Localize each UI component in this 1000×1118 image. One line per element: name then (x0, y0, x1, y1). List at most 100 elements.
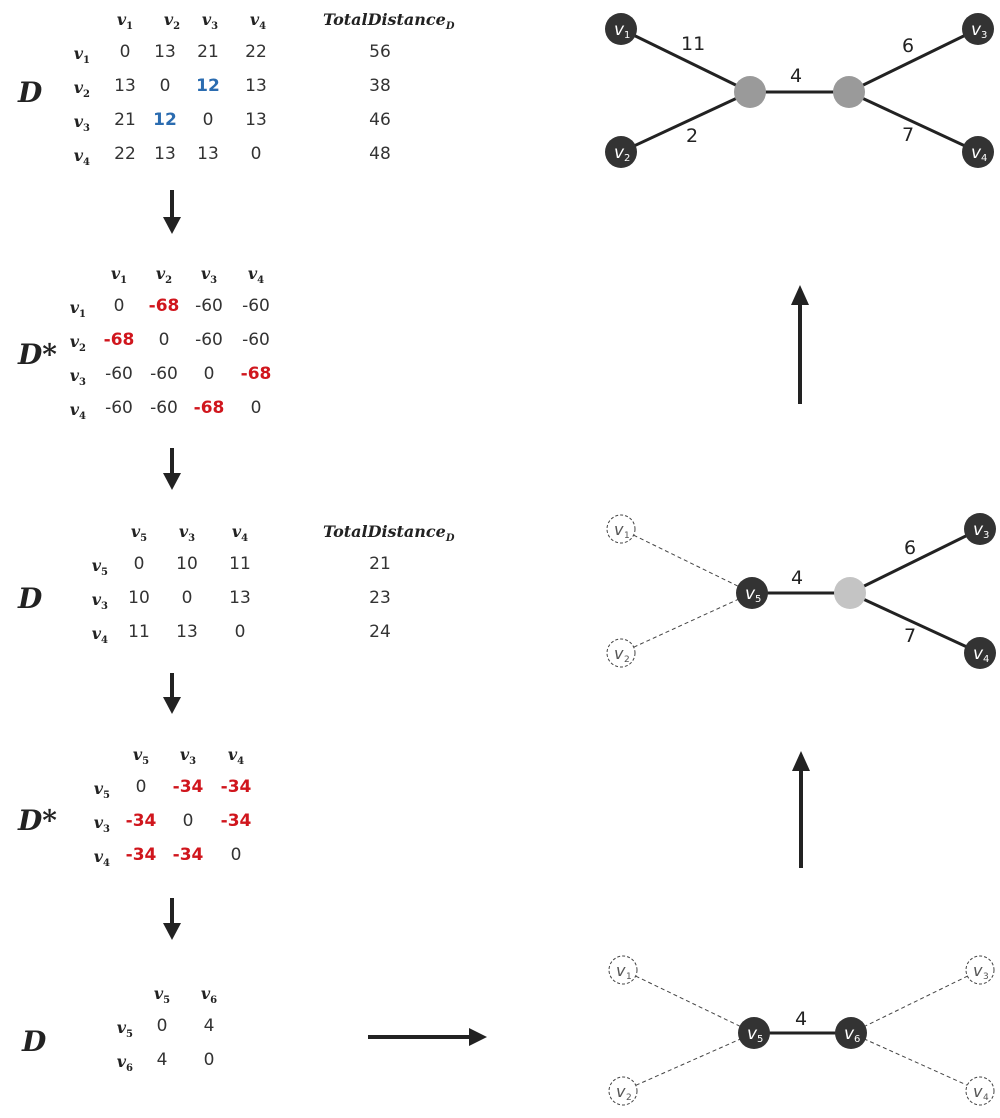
col-header: v5 (153, 984, 171, 1007)
row-header: v4 (73, 146, 90, 169)
svg-text:v: v (616, 961, 626, 980)
matrix-cell: 13 (229, 588, 251, 608)
total-distance-value: 38 (369, 76, 391, 96)
up-arrow-1 (791, 285, 809, 404)
row-header: v3 (73, 112, 90, 135)
matrix-cell: 0 (250, 398, 262, 418)
svg-text:5: 5 (757, 1034, 763, 1045)
matrix-cell: 0 (230, 845, 242, 865)
matrix-cell-min: 12 (153, 110, 177, 130)
matrix-cell-min: -34 (220, 777, 252, 797)
row-header: v1 (73, 44, 90, 67)
total-distance-value: 56 (369, 42, 391, 62)
col-header: v4 (247, 264, 265, 287)
row-header: v5 (93, 779, 110, 802)
matrix-cell-min: -68 (193, 398, 225, 418)
matrix-cell: 0 (159, 76, 171, 96)
edge-weight: 7 (902, 124, 914, 146)
down-arrow-4 (163, 898, 181, 940)
svg-text:3: 3 (983, 972, 989, 982)
svg-text:1: 1 (624, 30, 630, 41)
matrix-cell-min: -34 (220, 811, 252, 831)
matrix-label-dstar-1: D* (18, 338, 57, 371)
matrix-cell: 0 (135, 777, 147, 797)
matrix-cell: 0 (119, 42, 131, 62)
col-header: v3 (201, 10, 219, 33)
matrix-cell: 10 (128, 588, 150, 608)
matrix-cell: -60 (105, 398, 133, 418)
svg-text:v: v (616, 1082, 626, 1101)
row-header: v3 (93, 813, 110, 836)
matrix-cell-min: -34 (125, 845, 157, 865)
matrix-cell: 11 (229, 554, 251, 574)
col-header: v3 (179, 745, 197, 768)
matrix-cell: 0 (250, 144, 262, 164)
row-header: v5 (116, 1018, 133, 1041)
matrix-cell: 11 (128, 622, 150, 642)
svg-text:1: 1 (626, 972, 632, 982)
col-header: v5 (132, 745, 150, 768)
svg-text:2: 2 (626, 1093, 632, 1103)
svg-text:5: 5 (755, 594, 761, 605)
down-arrow-3 (163, 673, 181, 714)
svg-text:v: v (745, 584, 756, 604)
svg-text:v: v (614, 143, 625, 163)
svg-text:v: v (973, 644, 984, 664)
col-header: v4 (249, 10, 267, 33)
svg-text:v: v (614, 644, 624, 663)
matrix-cell: 0 (181, 588, 193, 608)
up-arrow-2 (792, 751, 810, 868)
svg-text:v: v (614, 520, 624, 539)
matrix-cell: 0 (133, 554, 145, 574)
col-header: v2 (155, 264, 173, 287)
col-header: v3 (178, 522, 196, 545)
right-arrow (368, 1028, 487, 1046)
matrix-cell: 13 (197, 144, 219, 164)
svg-text:3: 3 (983, 530, 989, 541)
matrix-cell: 13 (245, 76, 267, 96)
matrix-label-d-1: D (18, 76, 43, 109)
matrix-cell-min: -34 (172, 777, 204, 797)
matrix-cell-min: -68 (240, 364, 272, 384)
col-header: v6 (200, 984, 218, 1007)
matrix-cell-min: -68 (148, 296, 180, 316)
total-distance-value: 48 (369, 144, 391, 164)
edge-weight: 6 (904, 537, 916, 559)
matrix-cell-min: 12 (196, 76, 220, 96)
edge-weight: 4 (791, 567, 803, 589)
svg-text:v: v (971, 20, 982, 40)
matrix-cell: -60 (150, 398, 178, 418)
matrix-cell: 21 (197, 42, 219, 62)
row-header: v4 (91, 624, 108, 647)
svg-text:4: 4 (981, 153, 987, 164)
svg-text:v: v (973, 1082, 983, 1101)
row-header: v3 (69, 366, 86, 389)
internal-node (734, 76, 766, 108)
col-header: v2 (163, 10, 181, 33)
svg-text:2: 2 (624, 153, 630, 164)
matrix-cell: 13 (114, 76, 136, 96)
total-distance-header: TotalDistanceD (323, 522, 455, 545)
svg-text:v: v (973, 520, 984, 540)
total-distance-value: 23 (369, 588, 391, 608)
matrix-cell: 0 (158, 330, 170, 350)
svg-text:4: 4 (983, 654, 989, 665)
matrix-cell: 0 (202, 110, 214, 130)
edge-weight: 4 (790, 65, 802, 87)
svg-text:1: 1 (624, 531, 630, 541)
col-header: v5 (130, 522, 148, 545)
row-header: v4 (69, 400, 86, 423)
matrix-label-d-3: D (22, 1025, 47, 1058)
matrix-cell: 4 (203, 1016, 215, 1036)
